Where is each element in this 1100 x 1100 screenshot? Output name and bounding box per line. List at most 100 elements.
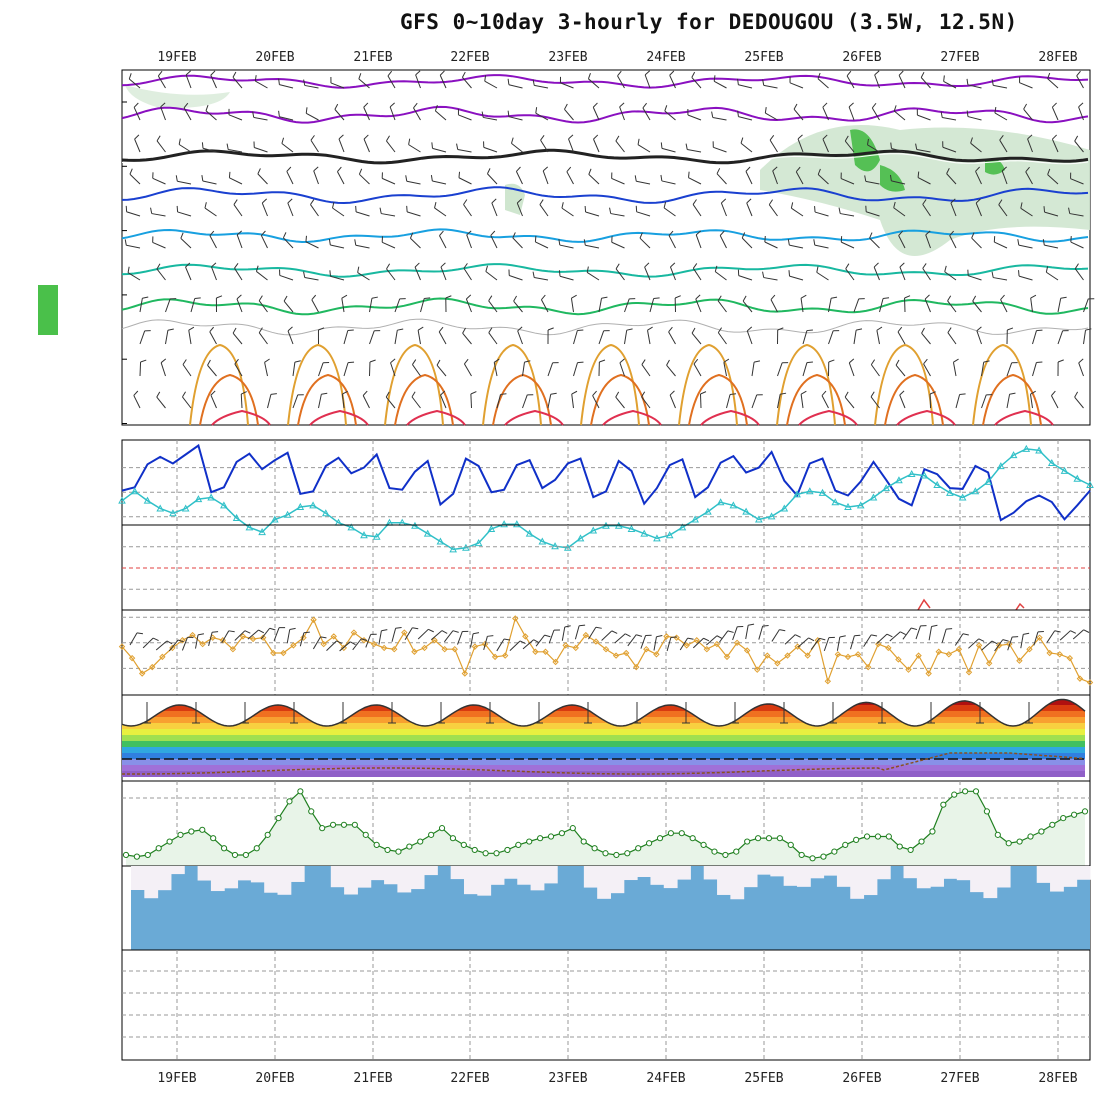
boundary-layer-isotherm (287, 343, 347, 426)
rh-marker (744, 838, 751, 845)
wind-barb (800, 294, 807, 299)
wind-barb (816, 271, 829, 281)
wind-barb (717, 300, 727, 313)
wind-barb (202, 147, 217, 153)
date-label-top: 20FEB (255, 50, 294, 65)
wind-barb (408, 144, 421, 153)
wind-barb (466, 294, 472, 300)
wind-barb (209, 235, 217, 249)
wind-speed-marker (754, 666, 761, 673)
wind-barb (777, 362, 783, 377)
wind-barb (330, 82, 345, 89)
wind-barb (524, 360, 531, 363)
cloud-cover-gap (503, 866, 518, 879)
rh-marker (558, 830, 566, 837)
surface-wind-barb (1007, 636, 1013, 651)
wind-barb (772, 166, 778, 172)
wind-barb (925, 230, 931, 236)
date-label-bottom: 21FEB (353, 1071, 392, 1086)
surface-wind-barb (679, 637, 689, 651)
wind-barb (390, 358, 396, 364)
cloud-cover-gap (1050, 866, 1064, 892)
wind-barb (999, 134, 1004, 141)
wind-barb (876, 330, 880, 345)
cloud-cover-gap (1036, 866, 1051, 883)
cloud-cover-gap (357, 866, 372, 888)
wind-barb (1051, 390, 1056, 396)
wind-barb (821, 395, 829, 409)
wind-barb (226, 143, 229, 150)
wind-barb (355, 244, 370, 249)
surface-wind-barb (614, 633, 626, 644)
wind-barb (432, 180, 447, 185)
wind-speed-marker (824, 677, 832, 685)
surface-wind-barb (839, 635, 846, 638)
wind-barb (241, 391, 247, 395)
wind-barb (209, 326, 215, 333)
wind-speed-marker (229, 645, 237, 653)
wind-barb (636, 180, 651, 185)
cloud-cover-gap (490, 866, 505, 885)
wind-barb (813, 239, 816, 246)
cloud-cover-gap (277, 866, 292, 895)
wind-barb (305, 235, 307, 242)
wind-barb (693, 363, 702, 377)
wind-barb (151, 213, 166, 217)
wind-barb (559, 275, 574, 281)
surface-wind-barb (472, 632, 480, 635)
wind-barb (828, 330, 834, 345)
wind-barb (968, 275, 982, 281)
temperature-band (122, 753, 1085, 759)
wind-barb (561, 207, 574, 217)
wind-barb (491, 202, 498, 217)
wind-speed-marker (239, 633, 247, 640)
rh-marker (384, 846, 391, 854)
wind-barb (406, 211, 421, 217)
rh-marker (874, 833, 882, 840)
wind-barb (210, 390, 216, 396)
boundary-layer-isotherm (297, 373, 357, 426)
wind-barb (513, 295, 518, 302)
wind-barb (719, 235, 727, 249)
surface-wind-barb (444, 630, 454, 643)
thickness-marker (525, 529, 534, 537)
wind-barb (458, 177, 472, 185)
wind-barb (338, 138, 345, 153)
wind-speed-marker (128, 654, 136, 662)
wind-barb (369, 298, 373, 313)
thickness-marker (1035, 446, 1043, 454)
wind-barb (1085, 328, 1092, 331)
cloud-cover-gap (730, 866, 745, 900)
wind-barb (871, 107, 880, 121)
wind-barb (751, 394, 758, 409)
rh-marker (929, 828, 936, 835)
cloud-cover-gap (144, 866, 159, 899)
date-label-top: 22FEB (450, 50, 489, 65)
wind-barb (283, 300, 294, 313)
wind-barb (139, 330, 146, 345)
wind-barb (869, 237, 880, 249)
wind-speed-marker (925, 670, 932, 677)
surface-wind-barb (915, 625, 921, 640)
wind-speed-marker (391, 645, 398, 653)
thickness-marker (640, 529, 649, 537)
wind-barb (133, 395, 141, 409)
wind-speed-marker (249, 635, 257, 643)
wind-barb (313, 170, 319, 185)
wind-barb (870, 391, 875, 398)
wind-barb (516, 202, 523, 217)
wind-barb (668, 235, 676, 249)
wind-barb (806, 361, 813, 364)
thickness-marker (665, 531, 674, 539)
boundary-layer-isotherm (590, 373, 650, 426)
wind-barb (1023, 108, 1033, 121)
surface-wind-barb (703, 637, 710, 642)
wind-barb (500, 393, 507, 395)
wind-barb (738, 116, 753, 121)
wind-barb (745, 171, 753, 185)
wind-barb (561, 202, 564, 209)
wind-barb (947, 300, 957, 313)
wind-barb (512, 232, 516, 239)
wind-speed-marker (512, 615, 519, 622)
rh-marker (242, 851, 249, 859)
